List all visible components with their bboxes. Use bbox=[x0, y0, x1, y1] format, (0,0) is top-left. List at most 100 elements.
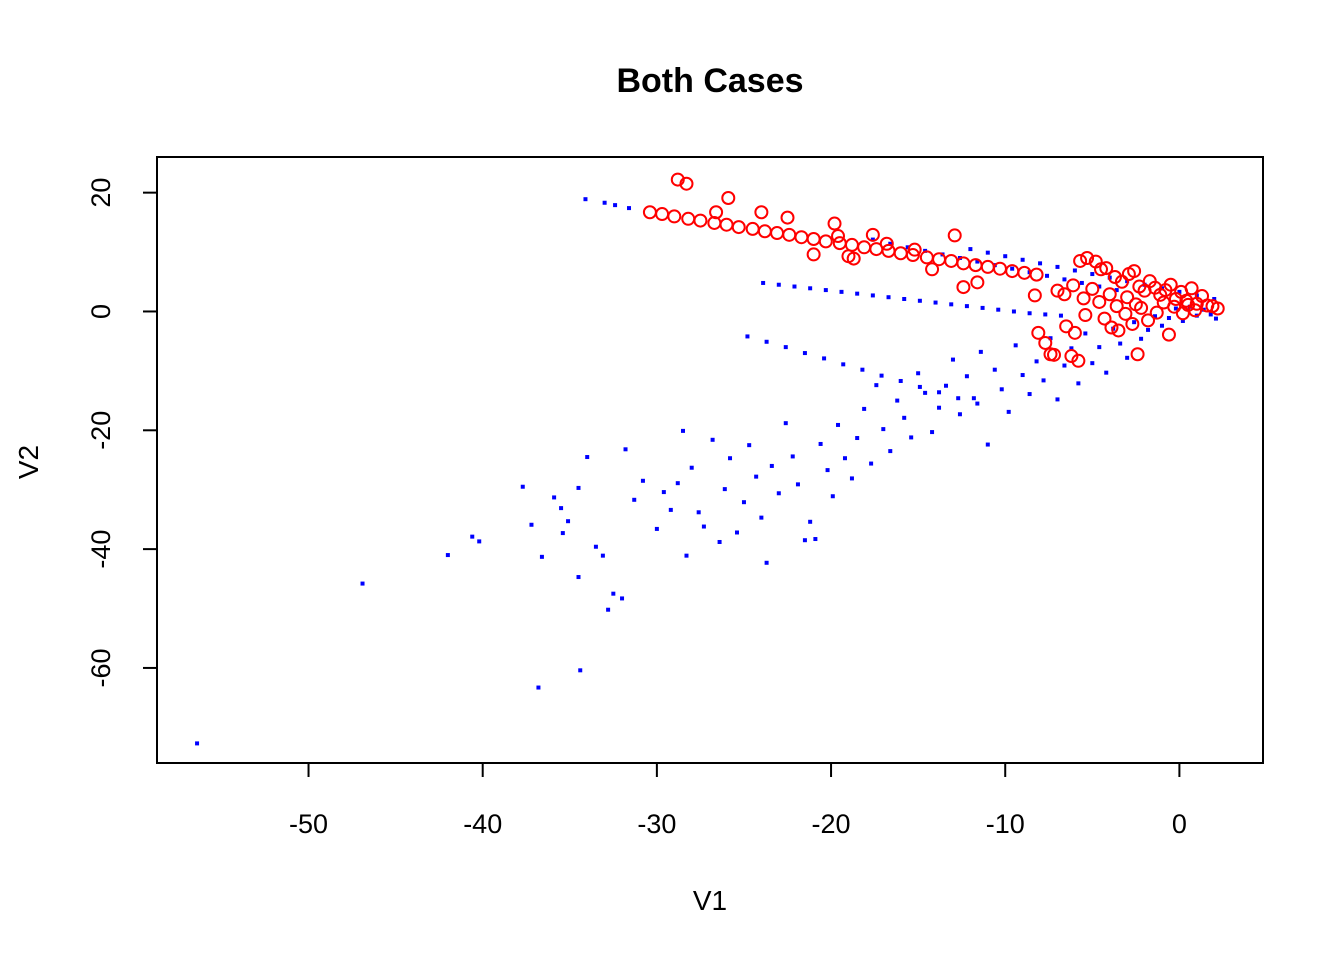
series1-point bbox=[855, 291, 860, 296]
series2-point bbox=[667, 209, 682, 224]
series1-point bbox=[776, 491, 781, 496]
series1-point bbox=[783, 345, 788, 350]
series2-point bbox=[719, 217, 734, 232]
series1-point bbox=[870, 237, 875, 242]
series2-point bbox=[782, 227, 797, 242]
series1-point bbox=[808, 519, 813, 524]
series1-point bbox=[975, 259, 980, 264]
series1-point bbox=[1090, 272, 1095, 277]
series2-point bbox=[754, 205, 769, 220]
series1-point bbox=[823, 288, 828, 293]
series1-point bbox=[539, 554, 544, 559]
x-axis: -50 -40 -30 -20 -10 0 bbox=[289, 762, 1187, 839]
series1-point bbox=[1118, 341, 1123, 346]
series1-point bbox=[585, 455, 590, 460]
series2-point bbox=[679, 176, 694, 191]
series2-point bbox=[1094, 262, 1109, 277]
series2-point bbox=[681, 211, 696, 226]
series1-point bbox=[985, 442, 990, 447]
series2-point bbox=[831, 229, 846, 244]
series1-point bbox=[944, 383, 949, 388]
series2-point bbox=[1099, 261, 1114, 276]
series2-point bbox=[1141, 313, 1156, 328]
series1-point bbox=[764, 339, 769, 344]
series1-point bbox=[470, 534, 475, 539]
series2-point bbox=[1167, 299, 1182, 314]
y-tick-label: -60 bbox=[86, 648, 116, 687]
series1-point bbox=[917, 298, 922, 303]
series2-point bbox=[1050, 283, 1065, 298]
series1-point bbox=[741, 500, 746, 505]
series1-point bbox=[802, 538, 807, 543]
series2-point bbox=[956, 256, 971, 271]
series1-point bbox=[964, 374, 969, 379]
series1-point bbox=[992, 367, 997, 372]
series2-point bbox=[1102, 287, 1117, 302]
series1-point bbox=[1104, 370, 1109, 375]
series2-point bbox=[857, 240, 872, 255]
x-axis-label: V1 bbox=[693, 885, 727, 916]
series1-point bbox=[360, 581, 365, 586]
plot-frame bbox=[156, 156, 1264, 764]
series1-point bbox=[1048, 336, 1053, 341]
series1-point bbox=[1212, 296, 1217, 301]
series2-point bbox=[1149, 305, 1164, 320]
series1-point bbox=[1153, 314, 1158, 319]
series1-point bbox=[668, 507, 673, 512]
series1-point bbox=[1055, 397, 1060, 402]
series1-point bbox=[576, 485, 581, 490]
series1-point bbox=[855, 436, 860, 441]
series1-point bbox=[745, 334, 750, 339]
series1-point bbox=[842, 456, 847, 461]
series2-point bbox=[1029, 267, 1044, 282]
y-axis: -60 -40 -20 0 20 bbox=[86, 178, 158, 687]
series1-point bbox=[1076, 381, 1081, 386]
series1-point bbox=[808, 286, 813, 291]
series2-point bbox=[794, 230, 809, 245]
series1-point bbox=[776, 282, 781, 287]
series1-point bbox=[1132, 320, 1137, 325]
x-tick-label: -30 bbox=[637, 809, 676, 839]
series1-point bbox=[627, 206, 632, 211]
series2-point bbox=[1109, 299, 1124, 314]
series1-point bbox=[1159, 323, 1164, 328]
series1-point bbox=[1090, 361, 1095, 366]
series1-point bbox=[888, 449, 893, 454]
series1-point bbox=[783, 421, 788, 426]
series2-point bbox=[893, 246, 908, 261]
series2-point bbox=[655, 207, 670, 222]
series2-point bbox=[1125, 316, 1140, 331]
series1-point bbox=[898, 378, 903, 383]
series1-point bbox=[1125, 355, 1130, 360]
series1-point bbox=[728, 456, 733, 461]
series1-point bbox=[1038, 261, 1043, 266]
series1-point bbox=[830, 494, 835, 499]
series2-point bbox=[1073, 253, 1088, 268]
series1-point bbox=[602, 200, 607, 205]
series1-point bbox=[689, 465, 694, 470]
x-tick-label: -50 bbox=[289, 809, 328, 839]
series2-point bbox=[944, 253, 959, 268]
series1-point bbox=[1006, 409, 1011, 414]
series2-point bbox=[1038, 335, 1053, 350]
y-axis-label: V2 bbox=[13, 445, 44, 479]
series1-point bbox=[1062, 363, 1067, 368]
series2-point bbox=[731, 220, 746, 235]
series1-point bbox=[860, 367, 865, 372]
series1-point bbox=[600, 553, 605, 558]
series1-point bbox=[583, 197, 588, 202]
series1-point bbox=[710, 437, 715, 442]
x-tick-label: -20 bbox=[812, 809, 851, 839]
series1-point bbox=[559, 506, 564, 511]
series2-point bbox=[827, 216, 842, 231]
series1-point bbox=[956, 396, 961, 401]
series1-point bbox=[1097, 284, 1102, 289]
y-tick-label: 0 bbox=[86, 304, 116, 319]
series2-point bbox=[925, 262, 940, 277]
series1-point bbox=[1027, 311, 1032, 316]
series2-point bbox=[1188, 303, 1203, 318]
series1-point bbox=[1043, 312, 1048, 317]
series2-point bbox=[970, 275, 985, 290]
series1-point bbox=[917, 384, 922, 389]
